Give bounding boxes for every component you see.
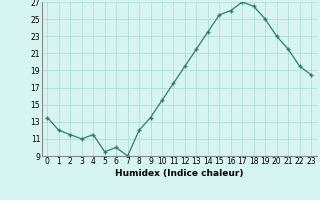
X-axis label: Humidex (Indice chaleur): Humidex (Indice chaleur) [115,169,244,178]
